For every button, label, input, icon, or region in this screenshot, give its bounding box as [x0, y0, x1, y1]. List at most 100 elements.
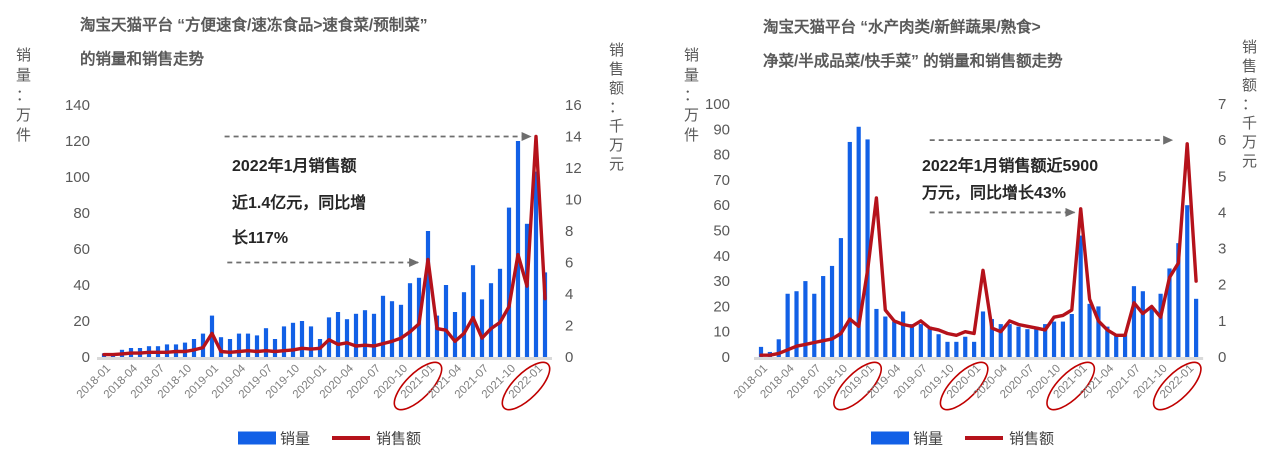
bar	[1149, 306, 1154, 357]
y-tick-label: 3	[1218, 241, 1226, 258]
right-axis-title-char: 额	[1242, 77, 1257, 94]
bar	[1105, 326, 1110, 357]
bar	[470, 265, 476, 357]
bar	[1140, 291, 1145, 357]
bar	[927, 326, 932, 357]
bar	[344, 319, 350, 357]
highlight-ellipse	[501, 361, 551, 411]
bar	[236, 333, 242, 357]
bar	[989, 319, 994, 357]
bar	[865, 139, 870, 357]
bar	[191, 339, 197, 357]
bar	[936, 334, 941, 357]
right-axis-title: 销售额 ： 千万元	[609, 42, 624, 173]
bar	[1060, 321, 1066, 357]
annotation-line: 长117%	[232, 228, 288, 247]
bar	[1016, 326, 1021, 357]
bar	[524, 223, 530, 357]
left-axis-title: 销量 ： 万件	[16, 47, 31, 144]
bar	[856, 126, 861, 358]
y-tick-label: 100	[705, 96, 730, 113]
y-tick-label: 80	[73, 205, 90, 222]
chart-title-line: 淘宝天猫平台 “方便速食/速冻食品>速食菜/预制菜”	[80, 15, 427, 34]
left-axis-ticks: 0 20 40 60 80 100 120 140	[65, 97, 90, 366]
right-axis-ticks: 0 1 2 3 4 5 6 7	[1218, 96, 1226, 366]
bar	[794, 291, 799, 357]
bar	[945, 341, 950, 357]
y-tick-label: 6	[565, 255, 573, 272]
right-axis-title-char: ：	[609, 99, 624, 116]
y-tick-label: 4	[1218, 204, 1226, 221]
bar	[900, 311, 906, 357]
bar	[371, 313, 377, 357]
bar	[918, 324, 923, 357]
legend: 销量 销售额	[238, 431, 421, 448]
right-axis-title-char: 万	[1242, 134, 1257, 151]
y-tick-label: 0	[1218, 349, 1226, 366]
legend-label: 销售额	[376, 431, 421, 448]
bar	[1194, 298, 1199, 357]
right-axis-title-char: 销	[609, 42, 624, 59]
y-tick-label: 50	[713, 223, 730, 240]
bar	[227, 339, 233, 357]
legend-bar-swatch	[238, 431, 276, 445]
bar	[407, 283, 413, 357]
bar	[1034, 326, 1039, 357]
bar	[461, 292, 467, 357]
y-tick-label: 70	[713, 172, 730, 189]
bar	[883, 316, 888, 357]
bar	[1158, 293, 1163, 357]
left-axis-title-char: 量	[684, 67, 699, 84]
y-tick-label: 14	[565, 129, 582, 146]
annotation-arrows	[929, 135, 1174, 217]
bar	[758, 346, 764, 357]
highlight-ellipse	[1046, 361, 1096, 411]
right-axis-title-char: ：	[1242, 96, 1257, 113]
bar	[1078, 235, 1083, 357]
bar	[218, 337, 224, 357]
right-axis-title-char: 万	[609, 137, 624, 154]
bar	[1051, 321, 1057, 357]
bar	[785, 293, 790, 357]
bar	[1185, 205, 1190, 357]
bar	[398, 304, 404, 357]
bar	[326, 317, 332, 357]
bar	[479, 299, 485, 357]
bar	[954, 341, 959, 357]
y-tick-label: 60	[713, 197, 730, 214]
y-tick-label: 0	[82, 349, 90, 366]
bar	[290, 322, 296, 357]
bar	[353, 313, 359, 357]
y-tick-label: 2	[565, 318, 573, 335]
annotation-arrows	[224, 132, 532, 267]
right-chart: 淘宝天猫平台 “水产肉类/新鲜蔬果/熟食> 净菜/半成品菜/快手菜” 的销量和销售…	[684, 17, 1257, 448]
legend-label: 销售额	[1009, 431, 1054, 448]
bar	[515, 141, 521, 357]
y-tick-label: 0	[565, 349, 573, 366]
y-tick-label: 8	[565, 223, 573, 240]
y-tick-label: 10	[713, 324, 730, 341]
right-axis-title: 销售额 ： 千万元	[1242, 39, 1257, 170]
y-tick-label: 1	[1218, 313, 1226, 330]
y-tick-label: 40	[73, 277, 90, 294]
bar	[776, 339, 781, 357]
bar	[443, 285, 449, 357]
legend-label: 销量	[280, 431, 310, 448]
right-axis-ticks: 0 2 4 6 8 10 12 14 16	[565, 97, 582, 366]
bar	[838, 238, 844, 357]
y-tick-label: 7	[1218, 96, 1226, 113]
left-axis-title-char: 件	[16, 127, 31, 144]
y-tick-label: 4	[565, 286, 573, 303]
y-tick-label: 90	[713, 121, 730, 138]
bar	[362, 310, 368, 357]
y-tick-label: 30	[713, 273, 730, 290]
annotation-line: 2022年1月销售额	[232, 156, 357, 175]
right-axis-title-char: 售	[609, 61, 624, 78]
highlight-ellipse	[393, 361, 443, 411]
right-axis-title-char: 元	[1242, 153, 1257, 170]
y-tick-label: 0	[722, 349, 730, 366]
bar	[335, 312, 341, 357]
bar	[506, 207, 512, 357]
